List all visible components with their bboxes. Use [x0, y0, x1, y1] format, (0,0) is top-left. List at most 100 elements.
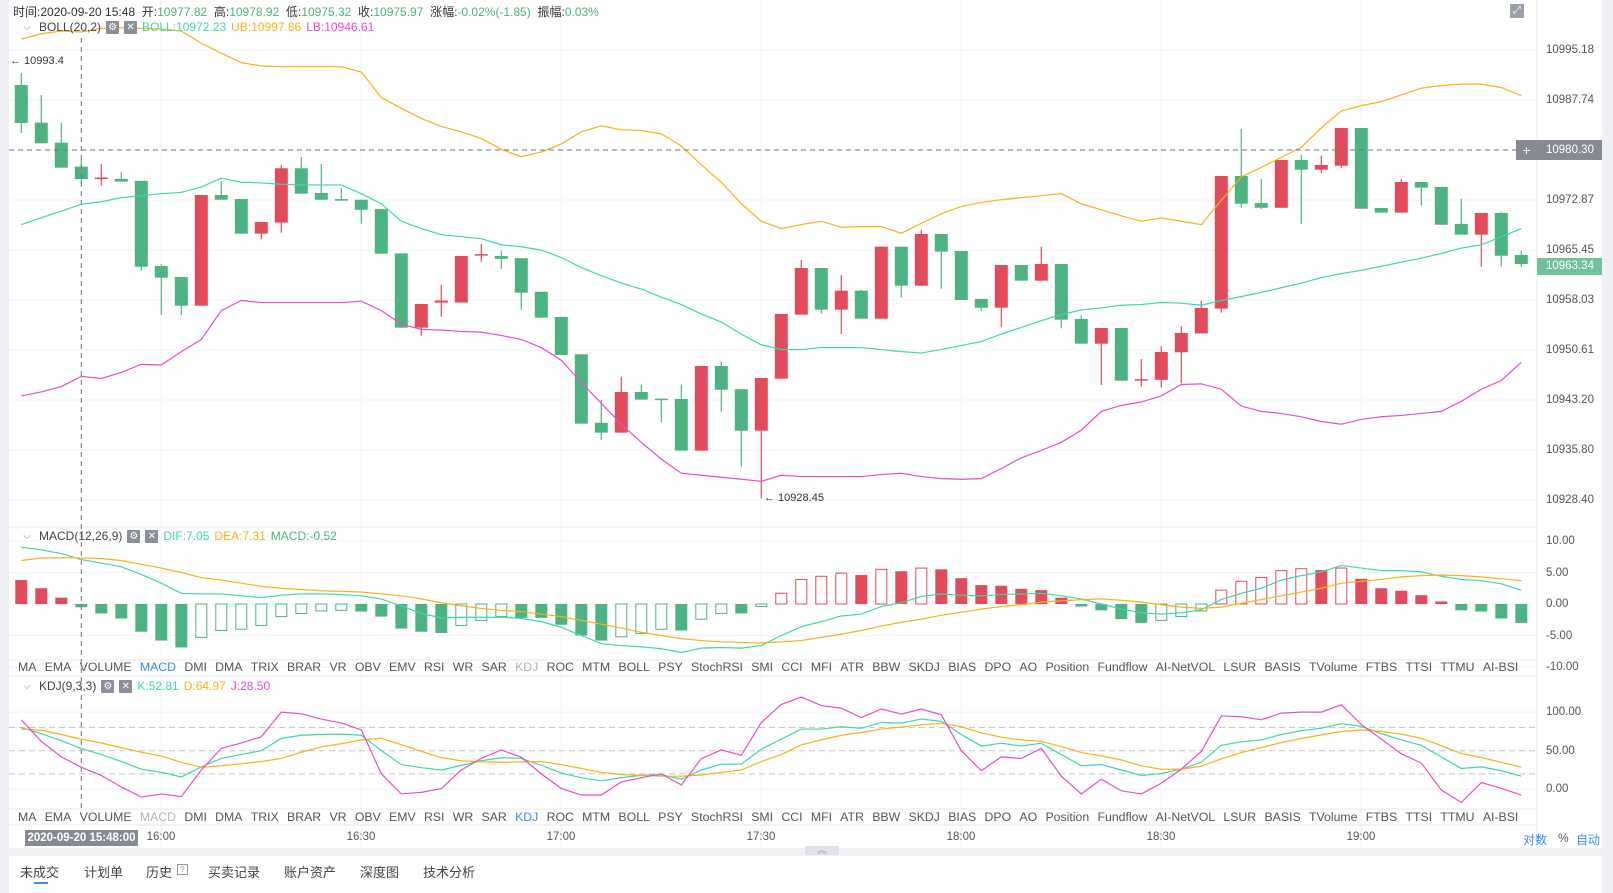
indicator-tab-dma[interactable]: DMA	[215, 660, 243, 674]
indicator-tab-tvolume[interactable]: TVolume	[1308, 810, 1358, 824]
indicator-tab-psy[interactable]: PSY	[658, 660, 683, 674]
indicator-tab-fundflow[interactable]: Fundflow	[1097, 660, 1148, 674]
question-icon[interactable]: ?	[177, 864, 188, 875]
indicator-tab-brar[interactable]: BRAR	[287, 810, 322, 824]
indicator-tab-cci[interactable]: CCI	[781, 660, 803, 674]
indicator-tab-trix[interactable]: TRIX	[250, 810, 279, 824]
close-icon[interactable]: ✕	[145, 529, 159, 543]
indicator-tab-rsi[interactable]: RSI	[423, 810, 445, 824]
indicator-tab-kdj[interactable]: KDJ	[515, 660, 539, 674]
indicator-tab-ttsi[interactable]: TTSI	[1405, 810, 1433, 824]
indicator-tab-ai-netvol[interactable]: AI-NetVOL	[1155, 660, 1216, 674]
indicator-tab-ttmu[interactable]: TTMU	[1440, 660, 1475, 674]
indicator-tab-obv[interactable]: OBV	[354, 660, 381, 674]
indicator-tab-stochrsi[interactable]: StochRSI	[691, 810, 743, 824]
indicator-tab-cci[interactable]: CCI	[781, 810, 803, 824]
collapse-handle-icon[interactable]: ︽	[805, 846, 839, 855]
indicator-tab-ma[interactable]: MA	[18, 810, 37, 824]
indicator-tab-vr[interactable]: VR	[329, 660, 347, 674]
indicator-tab-obv[interactable]: OBV	[354, 810, 381, 824]
chevron-down-icon[interactable]: ⌵	[23, 530, 31, 542]
gear-icon[interactable]: ⚙	[106, 20, 120, 34]
indicator-tab-bias[interactable]: BIAS	[948, 660, 977, 674]
indicator-tab-kdj[interactable]: KDJ	[515, 810, 539, 824]
indicator-tab-emv[interactable]: EMV	[389, 660, 416, 674]
indicator-tab-dpo[interactable]: DPO	[984, 810, 1012, 824]
indicator-tab-basis[interactable]: BASIS	[1264, 810, 1301, 824]
add-order-plus-icon[interactable]: +	[1516, 140, 1537, 160]
indicator-tab-ema[interactable]: EMA	[44, 810, 72, 824]
indicator-tab-boll[interactable]: BOLL	[618, 810, 650, 824]
indicator-tab-boll[interactable]: BOLL	[618, 660, 650, 674]
indicator-tab-psy[interactable]: PSY	[658, 810, 683, 824]
indicator-tab-bias[interactable]: BIAS	[948, 810, 977, 824]
indicator-tab-tvolume[interactable]: TVolume	[1308, 660, 1358, 674]
tab-plan-orders[interactable]: 计划单	[84, 865, 124, 880]
indicator-tab-ftbs[interactable]: FTBS	[1365, 660, 1398, 674]
indicator-tab-sar[interactable]: SAR	[481, 660, 507, 674]
indicator-tab-skdj[interactable]: SKDJ	[908, 660, 940, 674]
indicator-tab-skdj[interactable]: SKDJ	[908, 810, 940, 824]
indicator-tab-rsi[interactable]: RSI	[423, 660, 445, 674]
expand-icon[interactable]: ⤢	[1510, 4, 1524, 18]
chevron-down-icon[interactable]: ⌵	[23, 680, 31, 692]
indicator-tab-ema[interactable]: EMA	[44, 660, 72, 674]
indicator-tab-bbw[interactable]: BBW	[872, 810, 901, 824]
indicator-tab-ftbs[interactable]: FTBS	[1365, 810, 1398, 824]
indicator-tab-mfi[interactable]: MFI	[810, 660, 832, 674]
indicator-tab-mfi[interactable]: MFI	[810, 810, 832, 824]
kline-chart[interactable]	[0, 0, 1613, 848]
indicator-tab-bbw[interactable]: BBW	[872, 660, 901, 674]
gear-icon[interactable]: ⚙	[101, 679, 115, 693]
indicator-tab-stochrsi[interactable]: StochRSI	[691, 660, 743, 674]
indicator-tab-dpo[interactable]: DPO	[984, 660, 1012, 674]
close-icon[interactable]: ✕	[124, 20, 138, 34]
indicator-tab-position[interactable]: Position	[1045, 810, 1090, 824]
indicator-tab-dma[interactable]: DMA	[215, 810, 243, 824]
indicator-tab-roc[interactable]: ROC	[546, 810, 574, 824]
indicator-tab-macd[interactable]: MACD	[139, 810, 177, 824]
indicator-tab-ao[interactable]: AO	[1019, 660, 1038, 674]
indicator-tab-lsur[interactable]: LSUR	[1223, 660, 1257, 674]
tab-history[interactable]: 历史	[146, 865, 173, 880]
percent-scale-toggle[interactable]: %	[1558, 831, 1569, 845]
tab-depth-chart[interactable]: 深度图	[360, 865, 400, 880]
indicator-tab-atr[interactable]: ATR	[840, 660, 864, 674]
indicator-tab-ttsi[interactable]: TTSI	[1405, 660, 1433, 674]
indicator-tab-ai-bsi[interactable]: AI-BSI	[1482, 660, 1519, 674]
indicator-tab-fundflow[interactable]: Fundflow	[1097, 810, 1148, 824]
indicator-tab-wr[interactable]: WR	[452, 810, 474, 824]
indicator-tab-ao[interactable]: AO	[1019, 810, 1038, 824]
indicator-tab-basis[interactable]: BASIS	[1264, 660, 1301, 674]
indicator-tab-position[interactable]: Position	[1045, 660, 1090, 674]
tab-technical-analysis[interactable]: 技术分析	[423, 865, 476, 880]
indicator-tab-ai-netvol[interactable]: AI-NetVOL	[1155, 810, 1216, 824]
tab-trade-records[interactable]: 买卖记录	[208, 865, 261, 880]
indicator-tab-lsur[interactable]: LSUR	[1223, 810, 1257, 824]
indicator-tab-smi[interactable]: SMI	[751, 810, 774, 824]
log-scale-toggle[interactable]: 对数	[1523, 833, 1548, 847]
indicator-tab-volume[interactable]: VOLUME	[79, 660, 132, 674]
indicator-tab-roc[interactable]: ROC	[546, 660, 574, 674]
close-icon[interactable]: ✕	[119, 679, 133, 693]
indicator-tab-mtm[interactable]: MTM	[582, 660, 611, 674]
indicator-tab-emv[interactable]: EMV	[389, 810, 416, 824]
indicator-tab-brar[interactable]: BRAR	[287, 660, 322, 674]
indicator-tab-volume[interactable]: VOLUME	[79, 810, 132, 824]
chevron-down-icon[interactable]: ⌵	[23, 21, 31, 33]
indicator-tab-trix[interactable]: TRIX	[250, 660, 279, 674]
indicator-tab-wr[interactable]: WR	[452, 660, 474, 674]
indicator-tab-ai-bsi[interactable]: AI-BSI	[1482, 810, 1519, 824]
indicator-tab-macd[interactable]: MACD	[139, 660, 177, 674]
indicator-tab-atr[interactable]: ATR	[840, 810, 864, 824]
indicator-tab-vr[interactable]: VR	[329, 810, 347, 824]
gear-icon[interactable]: ⚙	[127, 529, 141, 543]
indicator-tab-mtm[interactable]: MTM	[582, 810, 611, 824]
auto-scale-toggle[interactable]: 自动	[1576, 833, 1601, 847]
indicator-tab-dmi[interactable]: DMI	[184, 660, 207, 674]
tab-account-assets[interactable]: 账户资产	[284, 865, 337, 880]
indicator-tab-sar[interactable]: SAR	[481, 810, 507, 824]
tab-open-orders[interactable]: 未成交	[20, 865, 60, 880]
indicator-tab-ma[interactable]: MA	[18, 660, 37, 674]
indicator-tab-smi[interactable]: SMI	[751, 660, 774, 674]
